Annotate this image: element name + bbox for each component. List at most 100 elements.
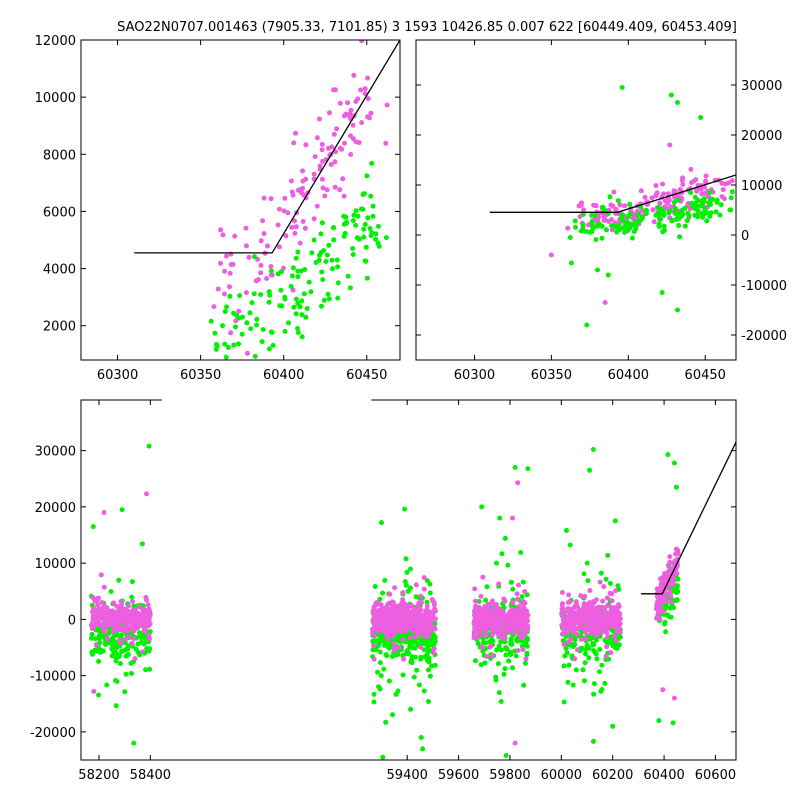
data-point-magenta: [261, 195, 267, 201]
data-point-green: [587, 467, 593, 473]
data-point-green: [122, 640, 128, 646]
data-point-green: [266, 299, 272, 305]
data-point-green: [376, 684, 382, 690]
data-point-magenta: [590, 599, 596, 605]
data-point-green: [421, 647, 427, 653]
data-point-green: [299, 298, 305, 304]
data-point-green: [372, 584, 378, 589]
data-point-green: [331, 237, 337, 243]
data-point-magenta: [578, 593, 584, 599]
data-point-magenta: [662, 204, 668, 210]
data-point-magenta: [119, 601, 124, 607]
data-point-magenta: [520, 624, 526, 630]
data-point-green: [413, 594, 419, 600]
data-point-magenta: [729, 178, 735, 184]
data-point-magenta: [340, 176, 346, 182]
data-point-green: [295, 268, 301, 274]
data-point-green: [629, 235, 635, 241]
data-point-green: [303, 314, 309, 320]
data-point-magenta: [89, 626, 95, 632]
data-point-magenta: [487, 611, 493, 617]
data-point-green: [582, 647, 588, 653]
data-point-green: [729, 189, 735, 195]
data-point-green: [622, 229, 628, 235]
y-tick-label: -10000: [30, 670, 76, 685]
data-point-magenta: [600, 614, 606, 620]
data-point-green: [586, 655, 592, 661]
data-point-green: [416, 682, 422, 688]
data-point-magenta: [720, 187, 726, 193]
data-point-magenta: [135, 610, 141, 616]
data-point-magenta: [114, 626, 120, 632]
data-point-green: [239, 331, 245, 337]
data-point-green: [313, 260, 319, 265]
data-point-magenta: [353, 99, 359, 104]
data-point-magenta: [560, 617, 566, 623]
data-point-magenta: [396, 645, 402, 651]
data-point-green: [633, 226, 639, 232]
data-point-magenta: [574, 631, 580, 637]
data-point-green: [479, 504, 485, 510]
data-point-green: [370, 213, 376, 219]
x-tick-label: 60400: [643, 768, 684, 783]
data-point-green: [361, 234, 367, 240]
data-point-green: [699, 210, 705, 216]
data-point-magenta: [587, 588, 593, 593]
y-tick-label: 10000: [35, 91, 76, 106]
data-point-green: [614, 645, 620, 651]
data-point-green: [343, 219, 349, 225]
data-point-green: [684, 218, 690, 224]
data-point-magenta: [291, 140, 297, 146]
data-point-green: [119, 648, 125, 654]
data-point-green: [371, 691, 377, 697]
data-point-magenta: [638, 188, 644, 194]
data-point-green: [220, 323, 226, 329]
data-point-magenta: [124, 626, 130, 632]
data-point-magenta: [413, 582, 419, 588]
data-point-green: [589, 219, 595, 225]
data-point-green: [605, 552, 611, 558]
data-point-magenta: [300, 219, 306, 224]
data-point-green: [668, 92, 674, 98]
data-point-magenta: [371, 625, 377, 631]
data-point-green: [609, 223, 615, 228]
data-point-magenta: [343, 111, 349, 117]
data-point-magenta: [649, 195, 655, 201]
data-point-magenta: [418, 615, 424, 621]
data-point-green: [373, 236, 379, 242]
data-point-magenta: [424, 603, 430, 609]
data-point-green: [612, 518, 618, 524]
data-point-magenta: [328, 162, 334, 167]
data-point-green: [93, 636, 98, 642]
data-point-magenta: [312, 154, 318, 160]
data-point-magenta: [600, 598, 606, 604]
data-point-green: [360, 206, 366, 212]
panel-top-right: 60300 60350 60400 60450 -20000 -10000 0 10000 20…: [415, 39, 787, 383]
data-point-magenta: [140, 607, 146, 613]
data-point-green: [421, 638, 426, 644]
data-point-green: [495, 661, 501, 667]
data-point-magenta: [300, 168, 306, 174]
data-point-green: [405, 588, 411, 594]
data-point-green: [364, 275, 370, 281]
data-point-magenta: [560, 611, 566, 617]
data-point-green: [129, 579, 135, 585]
plot-area: [134, 40, 400, 360]
data-point-green: [671, 199, 677, 205]
data-point-magenta: [227, 270, 233, 276]
data-point-green: [664, 612, 670, 618]
data-point-green: [321, 297, 327, 303]
data-point-magenta: [311, 171, 317, 177]
data-point-green: [94, 648, 100, 654]
data-point-magenta: [429, 624, 435, 630]
data-point-green: [665, 452, 671, 458]
data-point-green: [580, 222, 586, 228]
data-point-green: [605, 272, 611, 278]
data-point-magenta: [98, 572, 104, 578]
data-point-green: [625, 220, 631, 226]
data-point-green: [341, 213, 347, 219]
data-point-green: [627, 201, 633, 207]
data-point-magenta: [476, 609, 482, 615]
data-point-magenta: [322, 193, 328, 199]
data-point-green: [371, 699, 377, 705]
